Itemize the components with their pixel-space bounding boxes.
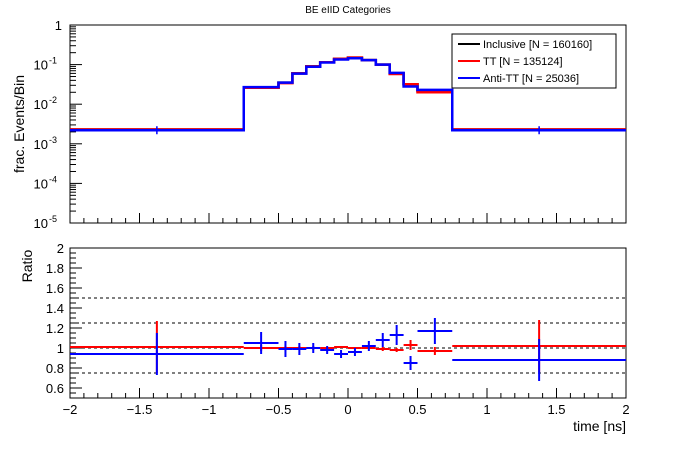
legend-label-tt: TT [N = 135124] bbox=[483, 56, 563, 68]
top-y-ticks: 110-110-210-310-410-5 bbox=[34, 18, 82, 231]
top-y-tick-label: 10 bbox=[34, 97, 48, 112]
ratio-y-tick-label: 1 bbox=[57, 341, 64, 356]
x-tick-label: 1 bbox=[483, 402, 490, 417]
x-tick-label: 1.5 bbox=[547, 402, 565, 417]
top-y-axis-label: frac. Events/Bin bbox=[11, 75, 27, 173]
x-tick-label: 2 bbox=[622, 402, 629, 417]
top-y-tick-label: 10 bbox=[34, 137, 48, 152]
top-histograms bbox=[70, 56, 626, 135]
ratio-y-tick-label: 0.6 bbox=[46, 381, 64, 396]
ratio-y-tick-label: 2 bbox=[57, 241, 64, 256]
x-tick-label: −1.5 bbox=[127, 402, 153, 417]
ratio-y-tick-label: 1.6 bbox=[46, 281, 64, 296]
x-tick-label: 0.5 bbox=[408, 402, 426, 417]
legend-label-anti-tt: Anti-TT [N = 25036] bbox=[483, 73, 579, 85]
x-tick-label: 0 bbox=[344, 402, 351, 417]
top-y-tick-label: 1 bbox=[55, 18, 62, 33]
histogram-anti-tt bbox=[70, 56, 626, 132]
top-y-tick-exponent: -1 bbox=[49, 56, 57, 66]
ratio-x-ticks: −2 −1.5 −1 −0.5 0 0.5 1 1.5 2 bbox=[63, 388, 630, 417]
ratio-y-axis-label: Ratio bbox=[19, 249, 35, 282]
ratio-points bbox=[70, 318, 626, 381]
legend: Inclusive [N = 160160] TT [N = 135124] A… bbox=[451, 33, 617, 89]
x-axis-label: time [ns] bbox=[573, 418, 626, 434]
top-y-tick-label: 10 bbox=[34, 176, 48, 191]
top-y-tick-exponent: -3 bbox=[49, 135, 57, 145]
ratio-panel: 0.6 0.8 1 1.2 1.4 1.6 1.8 2 −2 −1.5 −1 −0.5 0 0.5 1 1.… bbox=[19, 241, 630, 434]
x-tick-label: −0.5 bbox=[266, 402, 292, 417]
top-y-tick-label: 10 bbox=[34, 58, 48, 73]
ratio-y-tick-label: 0.8 bbox=[46, 361, 64, 376]
chart-title: BE eIID Categories bbox=[305, 5, 391, 16]
top-y-tick-exponent: -5 bbox=[49, 214, 57, 224]
top-x-ticks bbox=[69, 213, 627, 223]
ratio-y-tick-label: 1.8 bbox=[46, 261, 64, 276]
legend-label-inclusive: Inclusive [N = 160160] bbox=[483, 39, 592, 51]
top-y-tick-label: 10 bbox=[34, 216, 48, 231]
x-tick-label: −2 bbox=[63, 402, 78, 417]
top-y-tick-exponent: -4 bbox=[49, 174, 57, 184]
ratio-y-tick-label: 1.4 bbox=[46, 301, 64, 316]
top-y-tick-exponent: -2 bbox=[49, 95, 57, 105]
ratio-y-tick-label: 1.2 bbox=[46, 321, 64, 336]
x-tick-label: −1 bbox=[202, 402, 217, 417]
ratio-y-ticks: 0.6 0.8 1 1.2 1.4 1.6 1.8 2 bbox=[46, 241, 82, 399]
